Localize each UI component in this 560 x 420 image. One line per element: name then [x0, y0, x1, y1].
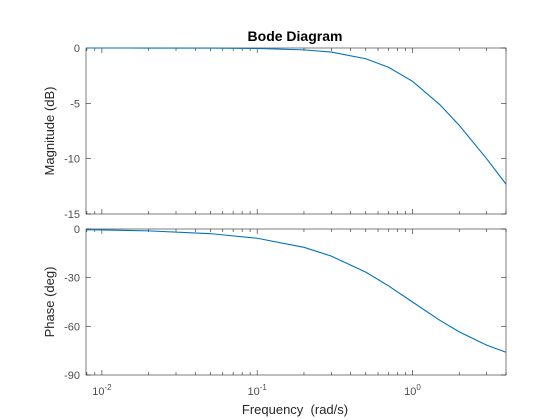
magnitude-y-axis-label: Magnitude (dB): [42, 87, 57, 176]
phase-y-tick-label: -60: [64, 321, 80, 333]
phase-y-tick-label: 0: [74, 224, 80, 236]
phase-y-axis-label: Phase (deg): [42, 267, 57, 338]
magnitude-y-tick-label: -10: [64, 154, 80, 166]
x-tick-label: 10-2: [92, 383, 112, 398]
magnitude-plot-frame: [85, 47, 507, 215]
phase-axes: [85, 228, 507, 376]
magnitude-y-tick-label: -5: [70, 98, 80, 110]
x-tick-label: 10-1: [248, 383, 268, 398]
phase-plot-frame: [85, 228, 507, 376]
magnitude-y-tick-label: -15: [64, 209, 80, 221]
x-tick-label: 100: [404, 383, 421, 398]
phase-y-tick-label: -30: [64, 273, 80, 285]
magnitude-axes: [85, 47, 507, 215]
magnitude-series-line: [86, 47, 507, 185]
chart-title: Bode Diagram: [248, 28, 343, 44]
magnitude-y-tick-label: 0: [74, 43, 80, 55]
phase-series-line: [85, 229, 507, 353]
x-axis-label: Frequency (rad/s): [242, 402, 348, 417]
phase-y-tick-label: -90: [64, 370, 80, 382]
